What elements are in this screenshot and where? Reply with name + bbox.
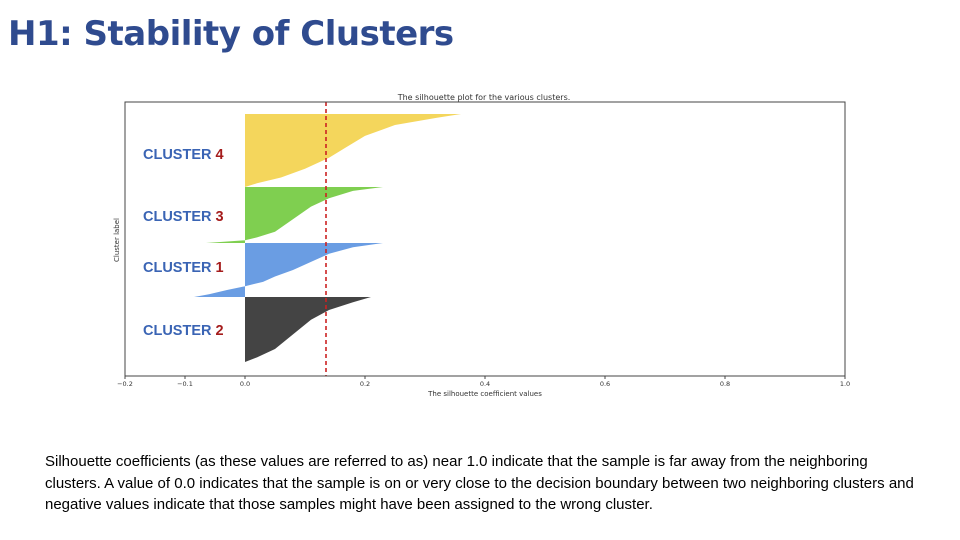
cluster-label-1: CLUSTER 1 bbox=[143, 260, 224, 276]
silhouette-cluster-2 bbox=[245, 297, 371, 362]
cluster-label-number: 1 bbox=[216, 260, 224, 276]
cluster-label-number: 2 bbox=[216, 323, 224, 339]
cluster-label-word: CLUSTER bbox=[143, 260, 216, 276]
cluster-label-number: 3 bbox=[216, 209, 224, 225]
x-tick-label: 0.2 bbox=[360, 380, 370, 388]
x-tick-label: −0.1 bbox=[177, 380, 193, 388]
slide-caption: Silhouette coefficients (as these values… bbox=[45, 453, 914, 513]
x-tick-label: 0.8 bbox=[720, 380, 730, 388]
cluster-label-2: CLUSTER 2 bbox=[143, 323, 224, 339]
x-tick-label: −0.2 bbox=[117, 380, 133, 388]
cluster-label-word: CLUSTER bbox=[143, 147, 216, 163]
x-axis-ticks: −0.2 −0.1 0.0 0.2 0.4 0.6 0.8 1.0 bbox=[117, 376, 850, 388]
plot-frame bbox=[124, 101, 846, 377]
x-tick-label: 0.0 bbox=[240, 380, 250, 388]
y-axis-label: Cluster label bbox=[113, 218, 121, 262]
cluster-label-word: CLUSTER bbox=[143, 323, 216, 339]
silhouette-cluster-3 bbox=[206, 187, 383, 243]
x-tick-label: 1.0 bbox=[840, 380, 850, 388]
chart-title: The silhouette plot for the various clus… bbox=[397, 93, 571, 102]
x-tick-label: 0.4 bbox=[480, 380, 490, 388]
cluster-label-number: 4 bbox=[216, 147, 224, 163]
x-axis-label: The silhouette coefficient values bbox=[427, 390, 542, 398]
slide-title: H1: Stability of Clusters bbox=[8, 14, 454, 54]
silhouette-cluster-1 bbox=[194, 243, 383, 297]
silhouette-cluster-4 bbox=[245, 114, 461, 187]
cluster-label-3: CLUSTER 3 bbox=[143, 209, 224, 225]
cluster-label-word: CLUSTER bbox=[143, 209, 216, 225]
x-tick-label: 0.6 bbox=[600, 380, 610, 388]
silhouette-chart: The silhouette plot for the various clus… bbox=[113, 93, 850, 398]
silhouette-group bbox=[194, 114, 461, 362]
cluster-label-4: CLUSTER 4 bbox=[143, 147, 224, 163]
